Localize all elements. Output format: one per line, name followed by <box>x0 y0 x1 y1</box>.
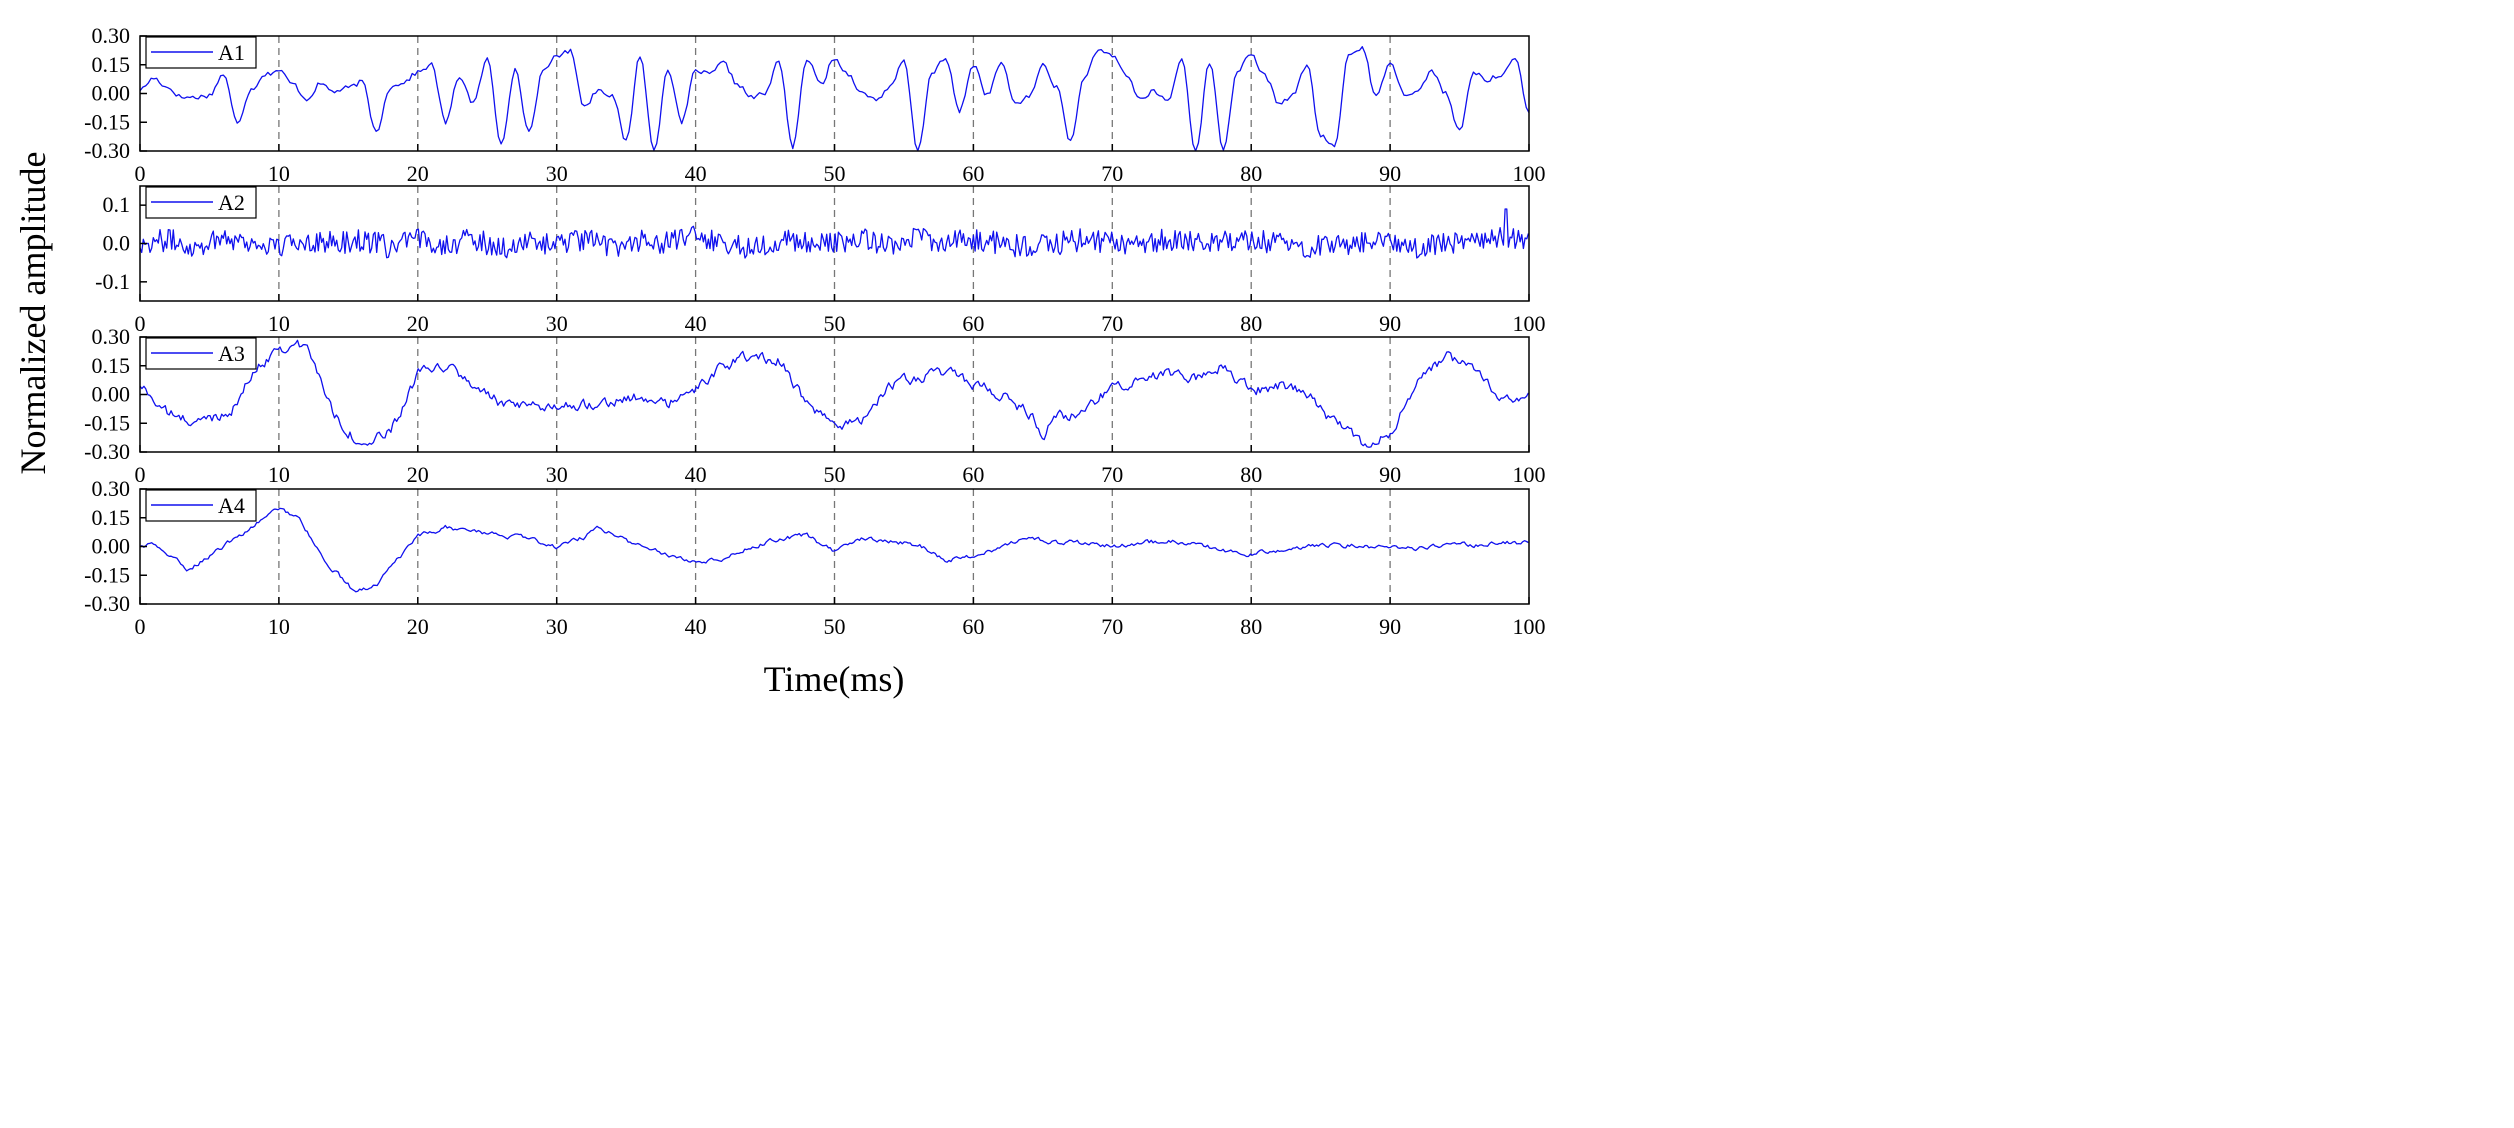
x-tick-label: 80 <box>1240 462 1262 487</box>
x-tick-label: 0 <box>135 614 146 639</box>
x-tick-label: 30 <box>546 614 568 639</box>
x-tick-label: 20 <box>407 311 429 336</box>
legend-a4: A4 <box>145 489 257 522</box>
x-tick-label: 90 <box>1379 161 1401 186</box>
x-tick-label: 90 <box>1379 311 1401 336</box>
legend-label: A1 <box>218 40 245 65</box>
y-tick-label: -0.30 <box>84 439 130 464</box>
y-tick-label: -0.30 <box>84 591 130 616</box>
y-tick-label: 0.30 <box>92 476 131 501</box>
x-tick-label: 70 <box>1101 462 1123 487</box>
x-tick-label: 10 <box>268 462 290 487</box>
y-tick-label: -0.15 <box>84 410 130 435</box>
figure: -0.30-0.150.000.150.300 10 20 30 40 50 60 70 80 9… <box>13 23 1546 699</box>
x-tick-label: 10 <box>268 614 290 639</box>
x-tick-label: 10 <box>268 311 290 336</box>
x-tick-label: 40 <box>685 311 707 336</box>
y-tick-label: 0.00 <box>92 81 131 106</box>
y-tick-label: 0.30 <box>92 23 131 48</box>
panel-a1: -0.30 -0.15 0.00 0.15 0.30 0 10 20 30 40 50 60 70 80 9… <box>84 23 1545 186</box>
x-tick-label: 20 <box>407 161 429 186</box>
y-tick-label: 0.0 <box>103 231 131 256</box>
x-axis-title: Time(ms) <box>764 659 905 699</box>
legend-a2: A2 <box>145 186 257 219</box>
x-tick-label: 0 <box>135 462 146 487</box>
x-tick-label: 80 <box>1240 311 1262 336</box>
y-tick-label: 0.15 <box>92 505 131 530</box>
x-tick-label: 30 <box>546 462 568 487</box>
y-tick-label: -0.1 <box>95 269 130 294</box>
legend-label: A4 <box>218 493 245 518</box>
y-tick-label: -0.30 <box>84 138 130 163</box>
series-line-a2 <box>140 208 1529 259</box>
x-tick-label: 40 <box>685 161 707 186</box>
legend-label: A2 <box>218 190 245 215</box>
x-tick-label: 40 <box>685 614 707 639</box>
x-tick-label: 70 <box>1101 614 1123 639</box>
panel-a4: -0.30 -0.15 0.00 0.15 0.30 0 10 20 30 40 50 60 70 80 9… <box>84 476 1545 639</box>
panel-a2: -0.1 0.0 0.1 0 10 20 30 40 50 60 70 80 90 100 A2 <box>95 185 1546 336</box>
x-tick-label: 50 <box>824 462 846 487</box>
x-tick-label: 60 <box>962 311 984 336</box>
x-tick-label: 10 <box>268 161 290 186</box>
series-line-a4 <box>140 507 1529 593</box>
x-tick-label: 60 <box>962 161 984 186</box>
x-tick-label: 50 <box>824 614 846 639</box>
y-tick-label: 0.15 <box>92 52 131 77</box>
x-tick-label: 50 <box>824 311 846 336</box>
legend-a3: A3 <box>145 337 257 370</box>
legend-label: A3 <box>218 341 245 366</box>
x-tick-label: 80 <box>1240 161 1262 186</box>
x-tick-label: 70 <box>1101 311 1123 336</box>
legend-a1: A1 <box>145 36 257 69</box>
y-tick-label: 0.15 <box>92 353 131 378</box>
x-tick-label: 20 <box>407 614 429 639</box>
series-line-a3 <box>140 339 1529 448</box>
y-tick-label: -0.15 <box>84 109 130 134</box>
series-line-a1 <box>140 46 1529 151</box>
y-tick-label: 0.00 <box>92 534 131 559</box>
x-tick-label: 60 <box>962 462 984 487</box>
x-tick-label: 70 <box>1101 161 1123 186</box>
x-tick-label: 100 <box>1513 462 1546 487</box>
x-tick-label: 20 <box>407 462 429 487</box>
x-tick-label: 100 <box>1513 311 1546 336</box>
y-tick-label: 0.00 <box>92 382 131 407</box>
x-tick-label: 90 <box>1379 614 1401 639</box>
x-tick-label: 100 <box>1513 161 1546 186</box>
panel-a3: -0.30 -0.15 0.00 0.15 0.30 0 10 20 30 40 50 60 70 80 9… <box>84 324 1545 487</box>
x-tick-label: 30 <box>546 311 568 336</box>
x-tick-label: 80 <box>1240 614 1262 639</box>
x-tick-label: 90 <box>1379 462 1401 487</box>
x-tick-label: 0 <box>135 161 146 186</box>
x-tick-label: 40 <box>685 462 707 487</box>
x-tick-label: 30 <box>546 161 568 186</box>
y-tick-label: -0.15 <box>84 562 130 587</box>
y-tick-label: 0.30 <box>92 324 131 349</box>
x-tick-label: 0 <box>135 311 146 336</box>
x-tick-label: 100 <box>1513 614 1546 639</box>
x-tick-label: 50 <box>824 161 846 186</box>
y-tick-label: 0.1 <box>103 192 131 217</box>
y-axis-title: Normalized amplitude <box>13 152 53 475</box>
x-tick-label: 60 <box>962 614 984 639</box>
